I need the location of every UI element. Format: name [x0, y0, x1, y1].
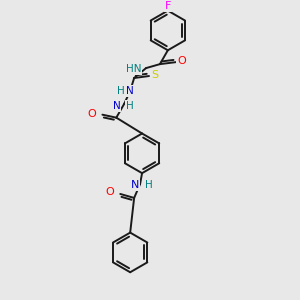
Text: H: H: [126, 101, 134, 111]
Text: S: S: [152, 70, 158, 80]
Text: F: F: [165, 1, 171, 11]
Text: O: O: [177, 56, 186, 66]
Text: N: N: [126, 86, 134, 96]
Text: HN: HN: [126, 64, 141, 74]
Text: O: O: [88, 109, 97, 119]
Text: H: H: [118, 86, 125, 96]
Text: N: N: [112, 101, 120, 111]
Text: N: N: [131, 180, 139, 190]
Text: H: H: [145, 180, 153, 190]
Text: O: O: [106, 187, 114, 197]
